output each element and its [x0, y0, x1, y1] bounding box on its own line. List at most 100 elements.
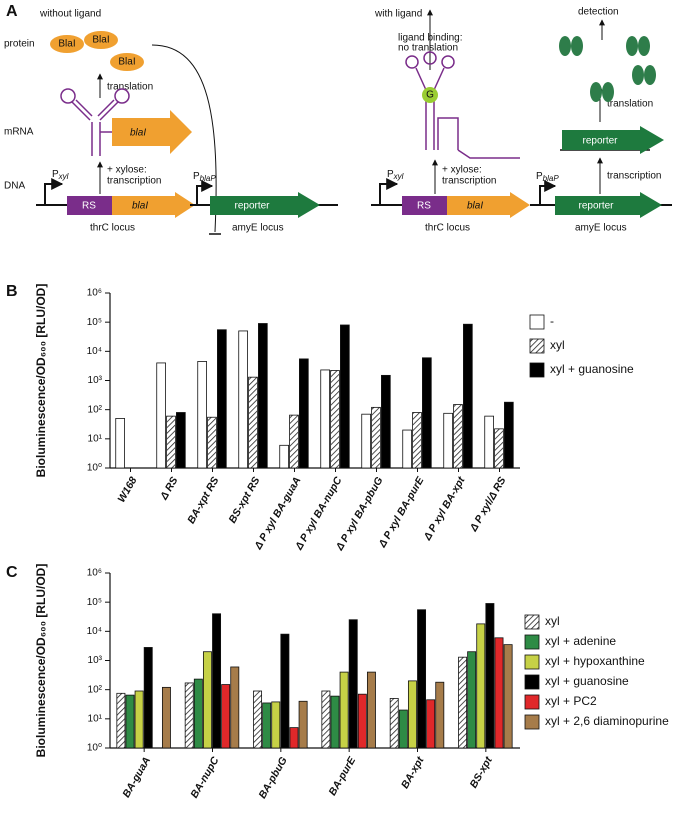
step-label: ligand binding:	[398, 33, 463, 44]
condition-label: without ligand	[39, 9, 101, 20]
y-tick-label: 10⁶	[87, 288, 102, 299]
legend-label: xyl + adenine	[545, 634, 616, 648]
bar	[371, 406, 381, 469]
gene-arrow	[447, 192, 530, 218]
step-label: transcription	[107, 176, 161, 187]
legend-swatch	[529, 338, 545, 354]
y-tick-label: 10²	[88, 404, 103, 415]
reporter-arrow	[210, 192, 320, 218]
step-label: transcription	[607, 171, 661, 182]
bar	[407, 680, 417, 749]
promoter-label: Pxyl	[52, 169, 69, 181]
legend-swatch	[524, 634, 540, 650]
bar	[435, 681, 445, 749]
rs-label: RS	[82, 201, 96, 212]
bar	[476, 623, 486, 749]
legend-label: -	[550, 314, 554, 328]
promoter	[44, 178, 64, 205]
bar	[503, 644, 513, 749]
legend-swatch	[524, 654, 540, 670]
bar	[176, 412, 186, 469]
bar	[458, 656, 468, 749]
repression	[151, 44, 217, 233]
step-label: translation	[107, 82, 153, 93]
gene-label: blaI	[130, 128, 146, 139]
x-tick-label: BA-nupC	[188, 755, 221, 801]
y-tick-label: 10⁰	[87, 463, 102, 474]
legend-swatch	[524, 614, 540, 630]
y-tick-label: 10⁴	[87, 346, 102, 357]
promoter-label: PblaP	[193, 171, 216, 183]
bar	[258, 323, 268, 469]
bar	[202, 651, 212, 749]
mrna	[405, 51, 520, 159]
bar	[348, 619, 358, 749]
protein-label: BlaI	[118, 57, 135, 68]
bar	[207, 416, 217, 469]
x-tick-label: Δ RS	[158, 475, 181, 503]
bar	[279, 444, 289, 469]
x-tick-label: Δ P xyl BA-purE	[376, 474, 427, 550]
y-tick-label: 10⁵	[87, 317, 102, 328]
bar	[280, 633, 290, 749]
y-tick-label: 10⁶	[87, 568, 102, 579]
bar	[467, 651, 477, 749]
legend-swatch	[524, 694, 540, 710]
y-axis-label: Bioluminescence/OD₆₀₀ [RLU/OD]	[34, 564, 48, 758]
bar	[494, 428, 504, 469]
bar	[271, 701, 281, 749]
locus-label: amyE locus	[232, 223, 284, 234]
bar	[143, 647, 153, 749]
row-label: DNA	[4, 181, 25, 192]
step-label: detection	[578, 7, 619, 18]
legend-label: xyl + PC2	[545, 694, 597, 708]
promoter-sub: blaP	[200, 174, 217, 183]
gene-arrow	[112, 110, 192, 154]
bar	[422, 357, 432, 469]
diagram: A without ligand with ligand protein mRN…	[4, 3, 672, 235]
bar	[197, 361, 207, 469]
promoter-label: Pxyl	[387, 169, 404, 181]
bar	[230, 666, 240, 749]
x-tick-label: BA-purE	[326, 754, 358, 798]
reporter-protein	[559, 36, 656, 102]
x-tick-label: BA-xpt	[399, 754, 427, 790]
panel-label: C	[6, 564, 18, 581]
promoter-main: P	[52, 169, 59, 180]
bar	[426, 699, 436, 749]
promoter-label: PblaP	[536, 171, 559, 183]
bar	[412, 412, 422, 469]
bar	[330, 695, 340, 749]
gene-arrow	[112, 192, 195, 218]
protein-label: BlaI	[92, 35, 109, 46]
legend-label: xyl	[545, 614, 560, 628]
locus-label: thrC locus	[90, 223, 135, 234]
bar	[357, 693, 367, 749]
bar	[366, 671, 376, 749]
y-tick-label: 10²	[88, 684, 103, 695]
promoter-sub: xyl	[58, 172, 69, 181]
bar	[330, 370, 340, 469]
bar	[134, 690, 144, 749]
bar	[484, 415, 494, 469]
panel-label: A	[6, 3, 18, 20]
gene-label: blaI	[467, 201, 483, 212]
bar	[389, 698, 399, 749]
bar	[340, 324, 350, 469]
x-tick-label: Δ P xyl/Δ RS	[467, 475, 508, 535]
reporter-arrow	[555, 192, 662, 218]
step-label: transcription	[442, 176, 496, 187]
bar	[320, 369, 330, 469]
bar	[443, 412, 453, 469]
protein-label: BlaI	[58, 39, 75, 50]
bar	[494, 637, 504, 749]
legend-label: xyl	[550, 338, 565, 352]
ligand	[422, 87, 438, 103]
bar	[398, 709, 408, 749]
row-label: protein	[4, 39, 35, 50]
bar	[299, 358, 309, 469]
bar	[504, 401, 514, 469]
bar	[298, 700, 308, 749]
x-tick-label: BS-xpt RS	[226, 475, 262, 525]
